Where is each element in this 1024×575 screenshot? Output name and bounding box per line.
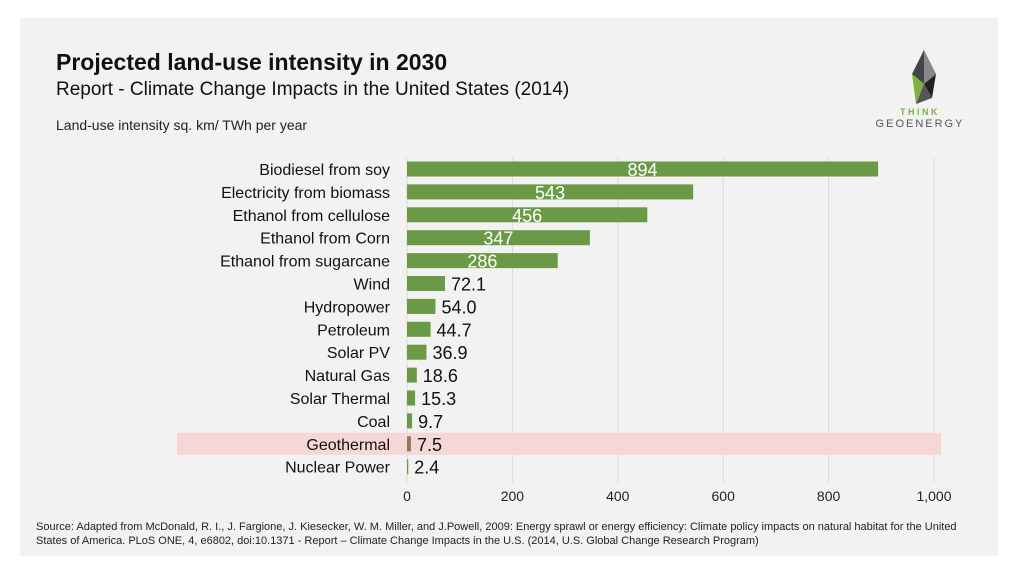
category-label: Wind xyxy=(354,277,390,294)
category-label: Hydropower xyxy=(304,299,391,316)
logo-mark-icon xyxy=(912,50,936,104)
x-tick-label: 1,000 xyxy=(916,488,951,504)
x-tick-label: 0 xyxy=(403,488,411,504)
bar-solar-thermal xyxy=(407,390,416,406)
x-tick-label: 400 xyxy=(606,488,630,504)
unit-label: Land-use intensity sq. km/ TWh per year xyxy=(56,117,308,133)
chart-panel xyxy=(20,18,998,556)
highlight-band xyxy=(177,432,941,455)
data-label: 456 xyxy=(512,206,542,226)
data-label: 2.4 xyxy=(414,458,439,478)
source-note: Source: Adapted from McDonald, R. I., J.… xyxy=(36,521,957,547)
category-label: Geothermal xyxy=(306,437,390,454)
category-label: Ethanol from Corn xyxy=(260,231,390,248)
x-tick-label: 800 xyxy=(817,488,841,504)
x-tick-label: 600 xyxy=(712,488,736,504)
data-label: 54.0 xyxy=(441,297,476,317)
bar-natural-gas xyxy=(407,367,417,383)
bar-electricity-from-biomass xyxy=(407,184,694,200)
category-label: Solar PV xyxy=(327,345,390,362)
bar-ethanol-from-corn xyxy=(407,230,590,246)
data-label: 18.6 xyxy=(423,366,458,386)
bar-solar-pv xyxy=(407,344,427,360)
category-label: Biodiesel from soy xyxy=(259,162,390,179)
data-label: 543 xyxy=(535,183,565,203)
data-label: 347 xyxy=(483,229,513,249)
category-label: Nuclear Power xyxy=(285,460,391,477)
think-geoenergy-logo: THINK GEOENERGY xyxy=(870,48,970,133)
data-label: 9.7 xyxy=(418,412,443,432)
bar-wind xyxy=(407,276,445,291)
data-label: 7.5 xyxy=(417,435,442,455)
bar-petroleum xyxy=(407,321,431,337)
bar-ethanol-from-cellulose xyxy=(407,207,648,223)
chart-subtitle: Report - Climate Change Impacts in the U… xyxy=(56,79,570,100)
category-label: Natural Gas xyxy=(305,368,390,385)
bar-nuclear-power xyxy=(407,459,409,475)
data-label: 72.1 xyxy=(451,275,486,295)
data-label: 15.3 xyxy=(421,389,456,409)
category-label: Petroleum xyxy=(317,322,390,339)
category-label: Ethanol from cellulose xyxy=(233,208,391,225)
data-label: 44.7 xyxy=(437,320,472,340)
x-tick-label: 200 xyxy=(501,488,525,504)
data-label: 36.9 xyxy=(432,343,467,363)
bar-ethanol-from-sugarcane xyxy=(407,253,558,269)
logo-text-geoenergy: GEOENERGY xyxy=(875,118,965,130)
chart-title: Projected land-use intensity in 2030 xyxy=(56,49,448,75)
bar-geothermal xyxy=(407,436,411,452)
bar-coal xyxy=(407,413,413,429)
category-label: Solar Thermal xyxy=(290,391,390,408)
data-label: 286 xyxy=(467,252,497,272)
bar-hydropower xyxy=(407,298,436,314)
data-label: 894 xyxy=(628,160,658,180)
category-label: Coal xyxy=(357,414,390,431)
logo-text-think: THINK xyxy=(900,107,940,117)
bar-biodiesel-from-soy xyxy=(407,161,879,177)
category-label: Electricity from biomass xyxy=(221,185,390,202)
category-label: Ethanol from sugarcane xyxy=(220,254,390,271)
